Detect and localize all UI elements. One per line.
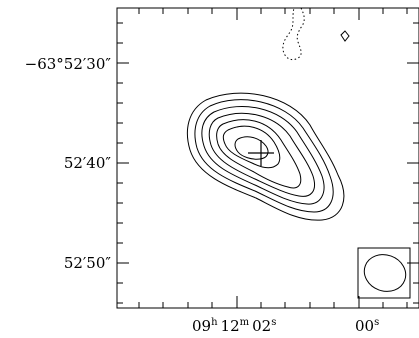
x-tick-label-2-seconds-unit: s xyxy=(374,317,379,328)
x-tick-label-1-minutes-unit: m xyxy=(240,317,250,328)
axis-ticks xyxy=(117,8,419,308)
contour-level-7 xyxy=(234,136,269,160)
contour-level-1 xyxy=(186,92,345,221)
x-tick-label-1-hours-unit: h xyxy=(211,317,218,328)
contour-level-4 xyxy=(208,112,315,197)
y-tick-label-1: −63°52′30″ xyxy=(25,55,112,73)
y-tick-label-3: 52′50″ xyxy=(64,254,112,272)
contour-island xyxy=(340,30,350,42)
positive-contours xyxy=(186,30,350,221)
y-tick-label-2: 52′40″ xyxy=(64,154,112,172)
x-tick-label-1: 09h 12m 02s xyxy=(192,317,276,335)
x-tick-label-1-minutes: 12 xyxy=(221,317,240,335)
contour-level-2 xyxy=(194,99,334,213)
beam-ellipse xyxy=(363,254,407,292)
contour-level-3 xyxy=(201,105,325,205)
contour-level-5 xyxy=(216,119,302,189)
x-tick-label-2: 00s xyxy=(355,317,379,335)
source-cross-marker xyxy=(248,140,274,166)
x-tick-label-1-hours: 09 xyxy=(192,317,211,335)
beam-box xyxy=(357,247,411,299)
beam-frame xyxy=(357,247,411,299)
negative-contour xyxy=(282,7,305,61)
contour-level-6 xyxy=(222,125,281,169)
x-tick-label-2-seconds: 00 xyxy=(355,317,374,335)
plot-frame xyxy=(116,7,419,309)
x-tick-label-1-seconds: 02 xyxy=(252,317,271,335)
x-tick-label-1-seconds-unit: s xyxy=(271,317,276,328)
